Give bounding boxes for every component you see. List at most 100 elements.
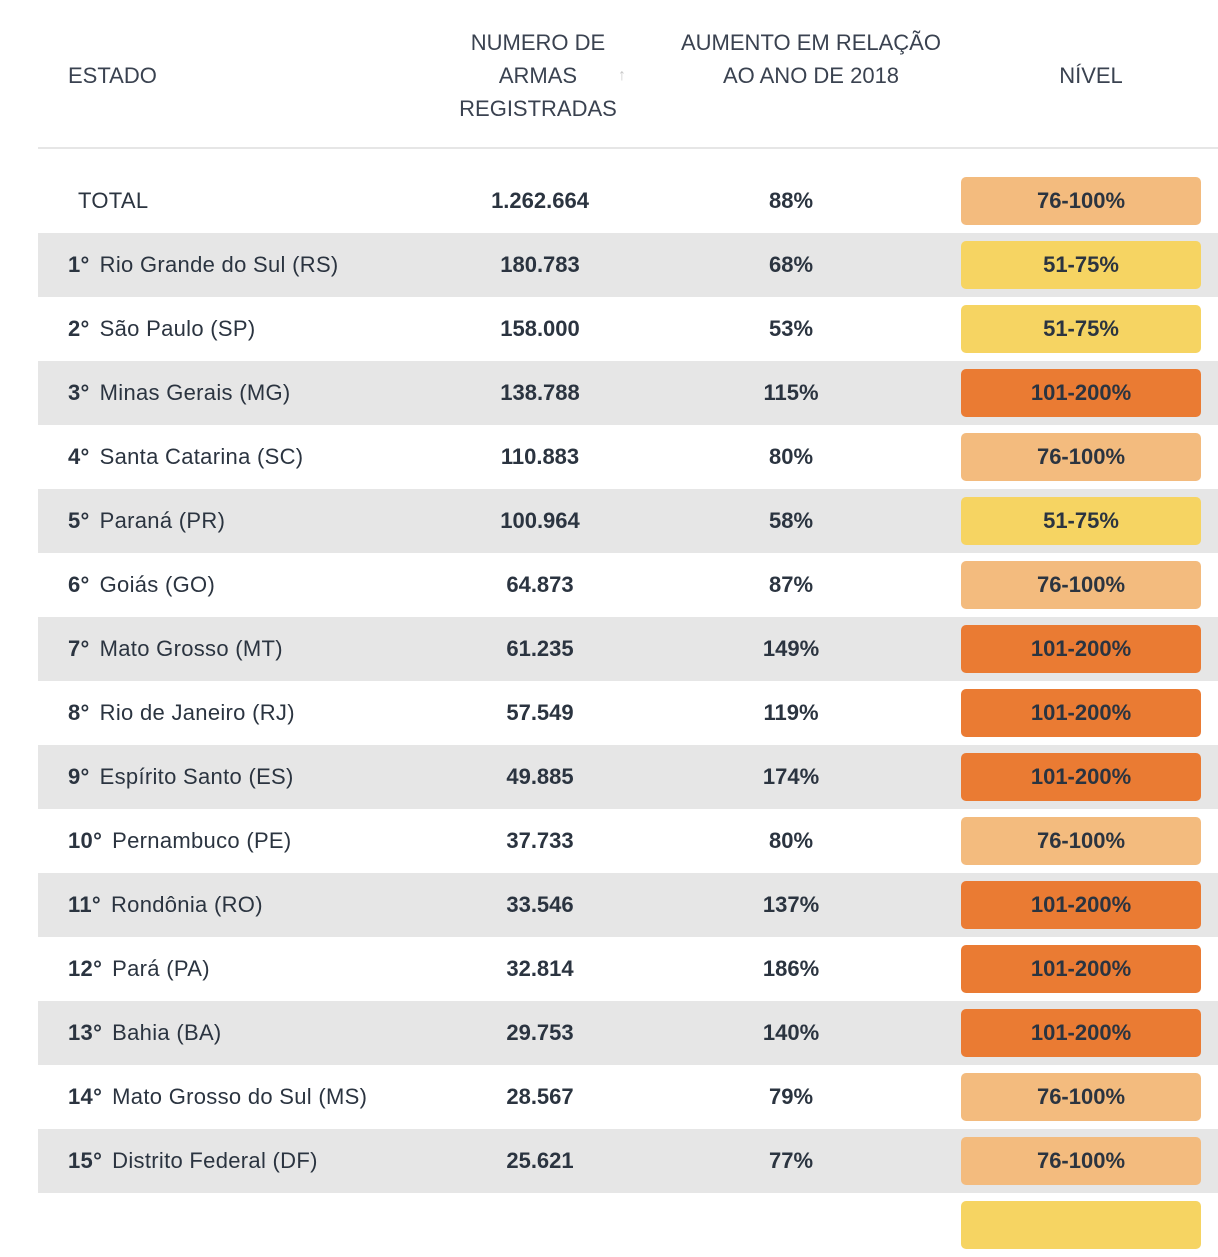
state-name: 3° Minas Gerais (MG) <box>68 361 291 425</box>
state-name: 14° Mato Grosso do Sul (MS) <box>68 1065 367 1129</box>
state-name: 12° Pará (PA) <box>68 937 210 1001</box>
rank: 3° <box>68 380 90 405</box>
gun-count: 100.964 <box>500 508 580 533</box>
column-header-aumento[interactable]: AUMENTO EM RELAÇÃO AO ANO DE 2018 <box>681 30 941 88</box>
state-label: Mato Grosso do Sul (MS) <box>112 1084 368 1109</box>
level-badge: 101-200% <box>961 369 1201 417</box>
state-label: Goiás (GO) <box>99 572 216 597</box>
level-badge: 76-100% <box>961 433 1201 481</box>
level-badge: 76-100% <box>961 1073 1201 1121</box>
level-badge: 76-100% <box>961 561 1201 609</box>
increase-percent: 80% <box>768 828 814 853</box>
state-name: 8° Rio de Janeiro (RJ) <box>68 681 295 745</box>
increase-percent: 88% <box>768 188 814 213</box>
level-badge <box>961 1201 1201 1249</box>
gun-count: 49.885 <box>506 764 574 789</box>
gun-count: 110.883 <box>500 444 580 469</box>
level-badge: 76-100% <box>961 1137 1201 1185</box>
increase-percent: 186% <box>762 956 820 981</box>
state-name: 15° Distrito Federal (DF) <box>68 1129 318 1193</box>
state-name: 7° Mato Grosso (MT) <box>68 617 283 681</box>
level-badge: 101-200% <box>961 625 1201 673</box>
table-row: 8° Rio de Janeiro (RJ) 57.549 119% 101-20… <box>38 681 1218 745</box>
table-row: 11° Rondônia (RO) 33.546 137% 101-200% <box>38 873 1218 937</box>
level-badge: 76-100% <box>961 177 1201 225</box>
state-label: Rio Grande do Sul (RS) <box>99 252 339 277</box>
gun-count: 61.235 <box>506 636 574 661</box>
rank: 13° <box>68 1020 103 1045</box>
rank: 12° <box>68 956 103 981</box>
rank: 15° <box>68 1148 103 1173</box>
level-badge: 51-75% <box>961 241 1201 289</box>
rank: 10° <box>68 828 103 853</box>
table-header: ESTADO NUMERO DE ARMAS REGISTRADAS ↑ AUM… <box>38 0 1218 149</box>
state-name: 1° Rio Grande do Sul (RS) <box>68 233 339 297</box>
level-badge: 101-200% <box>961 753 1201 801</box>
gun-count: 32.814 <box>506 956 574 981</box>
state-label: Bahia (BA) <box>112 1020 222 1045</box>
table-row-partial <box>38 1193 1218 1257</box>
gun-count: 138.788 <box>500 380 580 405</box>
table-row: 15° Distrito Federal (DF) 25.621 77% 76-1… <box>38 1129 1218 1193</box>
gun-count: 1.262.664 <box>491 188 589 213</box>
column-header-numero[interactable]: NUMERO DE ARMAS REGISTRADAS <box>459 30 617 121</box>
state-label: Pernambuco (PE) <box>112 828 292 853</box>
table-row: 7° Mato Grosso (MT) 61.235 149% 101-200% <box>38 617 1218 681</box>
state-name: 13° Bahia (BA) <box>68 1001 222 1065</box>
table-row: 1° Rio Grande do Sul (RS) 180.783 68% 51-… <box>38 233 1218 297</box>
state-name: 4° Santa Catarina (SC) <box>68 425 303 489</box>
rank: 2° <box>68 316 90 341</box>
table-row: 14° Mato Grosso do Sul (MS) 28.567 79% 76… <box>38 1065 1218 1129</box>
column-header-estado[interactable]: ESTADO <box>68 63 157 88</box>
level-badge: 101-200% <box>961 881 1201 929</box>
states-table: ESTADO NUMERO DE ARMAS REGISTRADAS ↑ AUM… <box>38 0 1218 1257</box>
column-header-nivel[interactable]: NÍVEL <box>1059 63 1123 88</box>
increase-percent: 149% <box>762 636 820 661</box>
table-row: 10° Pernambuco (PE) 37.733 80% 76-100% <box>38 809 1218 873</box>
table-row: 12° Pará (PA) 32.814 186% 101-200% <box>38 937 1218 1001</box>
total-row: TOTAL 1.262.664 88% 76-100% <box>38 169 1218 233</box>
state-label: Pará (PA) <box>112 956 210 981</box>
increase-percent: 115% <box>763 380 819 405</box>
table-row: 13° Bahia (BA) 29.753 140% 101-200% <box>38 1001 1218 1065</box>
table-row: 6° Goiás (GO) 64.873 87% 76-100% <box>38 553 1218 617</box>
state-name: 10° Pernambuco (PE) <box>68 809 292 873</box>
table-row: 2° São Paulo (SP) 158.000 53% 51-75% <box>38 297 1218 361</box>
state-name: 11° Rondônia (RO) <box>68 873 263 937</box>
state-label: Minas Gerais (MG) <box>99 380 291 405</box>
increase-percent: 140% <box>762 1020 820 1045</box>
state-label: Rondônia (RO) <box>110 892 263 917</box>
increase-percent: 79% <box>768 1084 814 1109</box>
gun-count: 64.873 <box>506 572 574 597</box>
increase-percent: 77% <box>768 1148 814 1173</box>
state-name: 5° Paraná (PR) <box>68 489 225 553</box>
state-label: Rio de Janeiro (RJ) <box>99 700 295 725</box>
gun-count: 37.733 <box>506 828 574 853</box>
rank: 4° <box>68 444 90 469</box>
state-label: São Paulo (SP) <box>99 316 256 341</box>
state-label: Mato Grosso (MT) <box>99 636 283 661</box>
state-label: Espírito Santo (ES) <box>99 764 294 789</box>
state-name: 2° São Paulo (SP) <box>68 297 255 361</box>
level-badge: 101-200% <box>961 1009 1201 1057</box>
level-badge: 51-75% <box>961 305 1201 353</box>
state-name: TOTAL <box>78 188 149 213</box>
increase-percent: 137% <box>762 892 820 917</box>
gun-count: 158.000 <box>500 316 580 341</box>
rank: 14° <box>68 1084 103 1109</box>
gun-count: 180.783 <box>500 252 580 277</box>
gun-count: 28.567 <box>506 1084 574 1109</box>
gun-count: 25.621 <box>506 1148 574 1173</box>
increase-percent: 87% <box>768 572 814 597</box>
rank: 7° <box>68 636 90 661</box>
increase-percent: 53% <box>768 316 814 341</box>
increase-percent: 68% <box>768 252 814 277</box>
rank: 11° <box>68 892 101 917</box>
arrow-up-icon[interactable]: ↑ <box>618 67 626 84</box>
level-badge: 76-100% <box>961 817 1201 865</box>
level-badge: 101-200% <box>961 689 1201 737</box>
table-row: 5° Paraná (PR) 100.964 58% 51-75% <box>38 489 1218 553</box>
increase-percent: 80% <box>768 444 814 469</box>
level-badge: 101-200% <box>961 945 1201 993</box>
gun-count: 57.549 <box>506 700 574 725</box>
